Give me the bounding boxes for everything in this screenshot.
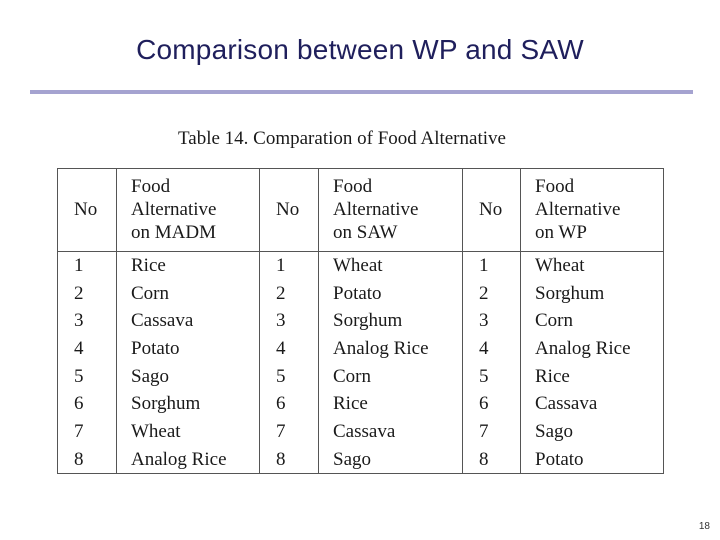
header-no-wp: No — [462, 168, 521, 252]
cell-no-saw: 2 — [259, 279, 319, 308]
cell-no-madm: 3 — [57, 307, 117, 335]
header-no-saw: No — [259, 168, 319, 252]
cell-food-madm: Potato — [116, 334, 260, 363]
table-row: 1 Rice 1 Wheat 1 Wheat — [57, 250, 664, 280]
header-food-alternative-saw: Food Alternative on SAW — [318, 168, 463, 252]
cell-food-wp: Sago — [520, 417, 664, 446]
cell-food-madm: Sago — [116, 362, 260, 391]
header-line: on MADM — [131, 222, 216, 244]
cell-food-saw: Sago — [318, 445, 463, 475]
cell-no-madm: 5 — [57, 362, 117, 391]
cell-food-wp: Wheat — [520, 250, 664, 280]
food-alternative-table: No Food Alternative on MADM No Food Alte… — [57, 168, 664, 475]
cell-food-madm: Cassava — [116, 307, 260, 335]
cell-no-madm: 8 — [57, 445, 117, 475]
cell-no-wp: 3 — [462, 307, 521, 335]
header-food-alternative-madm: Food Alternative on MADM — [116, 168, 260, 252]
cell-food-wp: Rice — [520, 362, 664, 391]
table-header-row: No Food Alternative on MADM No Food Alte… — [57, 168, 664, 252]
cell-no-madm: 6 — [57, 390, 117, 418]
cell-no-madm: 4 — [57, 334, 117, 363]
cell-food-wp: Analog Rice — [520, 334, 664, 363]
table-row: 8 Analog Rice 8 Sago 8 Potato — [57, 445, 664, 475]
title-divider — [30, 90, 693, 94]
header-line: on WP — [535, 222, 587, 244]
table-row: 4 Potato 4 Analog Rice 4 Analog Rice — [57, 334, 664, 363]
header-line: Food — [131, 176, 171, 198]
cell-no-saw: 6 — [259, 390, 319, 418]
header-no-madm: No — [57, 168, 117, 252]
table-row: 6 Sorghum 6 Rice 6 Cassava — [57, 390, 664, 418]
cell-no-wp: 5 — [462, 362, 521, 391]
cell-no-madm: 2 — [57, 279, 117, 308]
cell-no-wp: 8 — [462, 445, 521, 475]
cell-no-wp: 1 — [462, 250, 521, 280]
cell-no-madm: 1 — [57, 250, 117, 280]
cell-food-saw: Rice — [318, 390, 463, 418]
cell-food-saw: Wheat — [318, 250, 463, 280]
cell-no-saw: 5 — [259, 362, 319, 391]
cell-no-saw: 8 — [259, 445, 319, 475]
cell-food-madm: Analog Rice — [116, 445, 260, 475]
cell-no-saw: 1 — [259, 250, 319, 280]
cell-food-saw: Cassava — [318, 417, 463, 446]
cell-food-madm: Wheat — [116, 417, 260, 446]
table-caption: Table 14. Comparation of Food Alternativ… — [178, 128, 506, 149]
cell-no-wp: 7 — [462, 417, 521, 446]
header-line: No — [479, 199, 503, 221]
cell-food-wp: Corn — [520, 307, 664, 335]
page-number: 18 — [698, 521, 710, 532]
header-line: No — [276, 199, 300, 221]
cell-no-wp: 2 — [462, 279, 521, 308]
header-line: Food — [535, 176, 575, 198]
cell-food-saw: Sorghum — [318, 307, 463, 335]
header-line: Alternative — [535, 199, 621, 221]
header-line: Food — [333, 176, 373, 198]
cell-no-saw: 7 — [259, 417, 319, 446]
cell-no-saw: 4 — [259, 334, 319, 363]
header-line: Alternative — [131, 199, 217, 221]
table-row: 3 Cassava 3 Sorghum 3 Corn — [57, 307, 664, 335]
header-line: on SAW — [333, 222, 398, 244]
header-food-alternative-wp: Food Alternative on WP — [520, 168, 664, 252]
table-row: 2 Corn 2 Potato 2 Sorghum — [57, 279, 664, 308]
header-line: No — [74, 199, 98, 221]
cell-food-madm: Rice — [116, 250, 260, 280]
cell-food-wp: Potato — [520, 445, 664, 475]
table-row: 7 Wheat 7 Cassava 7 Sago — [57, 417, 664, 446]
table-row: 5 Sago 5 Corn 5 Rice — [57, 362, 664, 391]
cell-no-saw: 3 — [259, 307, 319, 335]
food-alternative-table-container: No Food Alternative on MADM No Food Alte… — [57, 168, 664, 475]
cell-no-wp: 4 — [462, 334, 521, 363]
cell-no-wp: 6 — [462, 390, 521, 418]
cell-food-madm: Corn — [116, 279, 260, 308]
cell-food-saw: Potato — [318, 279, 463, 308]
header-line: Alternative — [333, 199, 419, 221]
cell-no-madm: 7 — [57, 417, 117, 446]
cell-food-wp: Sorghum — [520, 279, 664, 308]
cell-food-saw: Corn — [318, 362, 463, 391]
cell-food-saw: Analog Rice — [318, 334, 463, 363]
slide-title: Comparison between WP and SAW — [136, 34, 584, 65]
cell-food-wp: Cassava — [520, 390, 664, 418]
cell-food-madm: Sorghum — [116, 390, 260, 418]
